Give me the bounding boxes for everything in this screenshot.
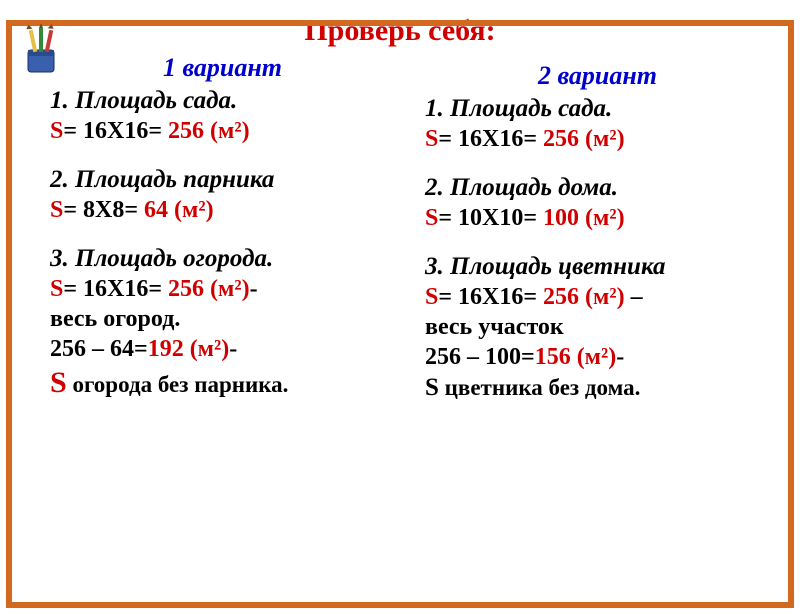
pencil-cup-icon (14, 24, 68, 78)
slide-frame (6, 20, 794, 608)
